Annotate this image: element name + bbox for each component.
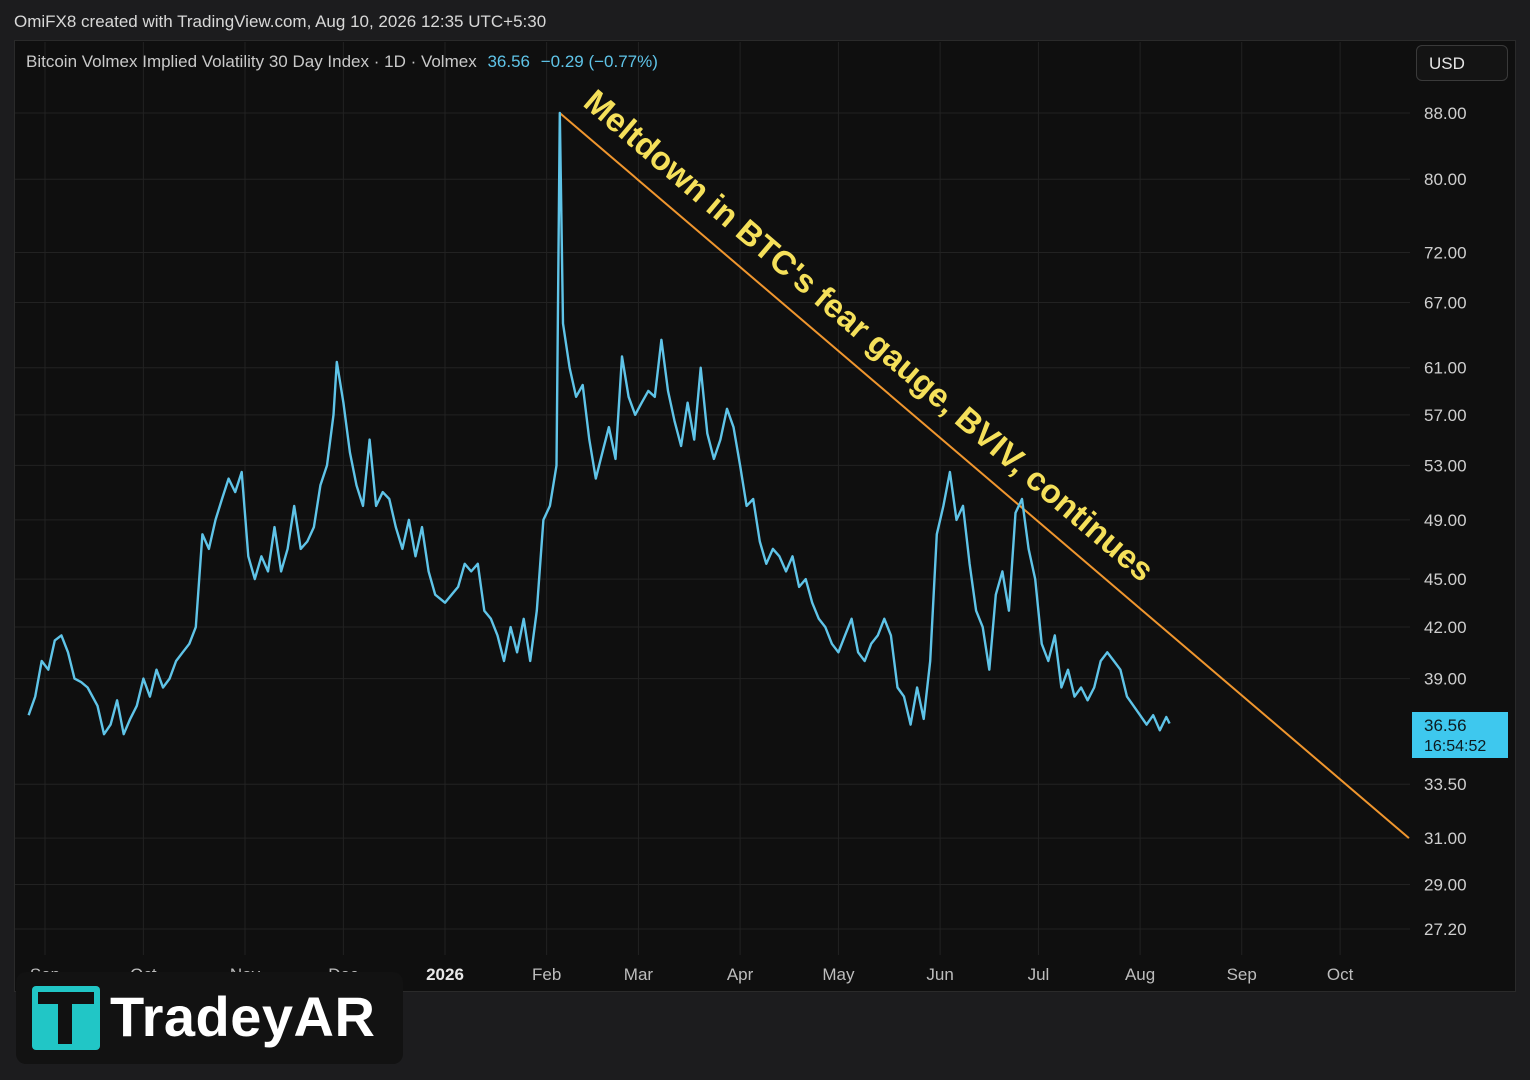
y-tick-label: 39.00 <box>1424 670 1467 689</box>
currency-button[interactable]: USD <box>1416 45 1508 81</box>
annotation-text: Meltdown in BTC's fear gauge, BVIV, cont… <box>577 82 1161 588</box>
y-tick-label: 61.00 <box>1424 359 1467 378</box>
x-tick-label: Mar <box>624 965 654 984</box>
last-price-value: 36.56 <box>1424 716 1467 735</box>
x-tick-label: Sep <box>1227 965 1257 984</box>
brand-logo: TradeyAR <box>16 972 403 1064</box>
last-value: 36.56 <box>487 52 530 71</box>
y-tick-label: 33.50 <box>1424 775 1467 794</box>
y-tick-label: 45.00 <box>1424 570 1467 589</box>
x-tick-label: Oct <box>1327 965 1354 984</box>
x-tick-label: May <box>822 965 855 984</box>
series-line <box>27 111 1171 736</box>
y-tick-label: 80.00 <box>1424 170 1467 189</box>
x-tick-label: Feb <box>532 965 561 984</box>
brand-mark-icon <box>32 986 100 1050</box>
x-tick-label: Jun <box>926 965 953 984</box>
y-tick-label: 31.00 <box>1424 829 1467 848</box>
y-tick-label: 42.00 <box>1424 618 1467 637</box>
symbol-legend: Bitcoin Volmex Implied Volatility 30 Day… <box>26 52 658 72</box>
symbol-name: Bitcoin Volmex Implied Volatility 30 Day… <box>26 52 477 71</box>
x-tick-label: 2026 <box>426 965 464 984</box>
y-tick-label: 57.00 <box>1424 406 1467 425</box>
y-tick-label: 29.00 <box>1424 875 1467 894</box>
last-price-tag: 36.56 16:54:52 <box>1412 712 1508 758</box>
chart-credit: OmiFX8 created with TradingView.com, Aug… <box>14 12 547 31</box>
y-tick-label: 27.20 <box>1424 920 1467 939</box>
y-tick-label: 49.00 <box>1424 511 1467 530</box>
grid-lines <box>15 42 1410 955</box>
y-tick-label: 53.00 <box>1424 456 1467 475</box>
brand-name: TradeyAR <box>110 985 376 1048</box>
y-axis: 88.00 80.00 72.00 67.00 61.00 57.00 53.00 49.00… <box>1424 104 1467 939</box>
x-tick-label: Aug <box>1125 965 1155 984</box>
trendline <box>559 112 1410 839</box>
x-tick-label: Jul <box>1028 965 1050 984</box>
y-tick-label: 67.00 <box>1424 293 1467 312</box>
chart-pane[interactable] <box>14 40 1516 992</box>
y-tick-label: 72.00 <box>1424 243 1467 262</box>
y-tick-label: 88.00 <box>1424 104 1467 123</box>
bar-countdown: 16:54:52 <box>1424 738 1486 755</box>
change-value: −0.29 (−0.77%) <box>540 52 658 71</box>
x-tick-label: Apr <box>727 965 754 984</box>
